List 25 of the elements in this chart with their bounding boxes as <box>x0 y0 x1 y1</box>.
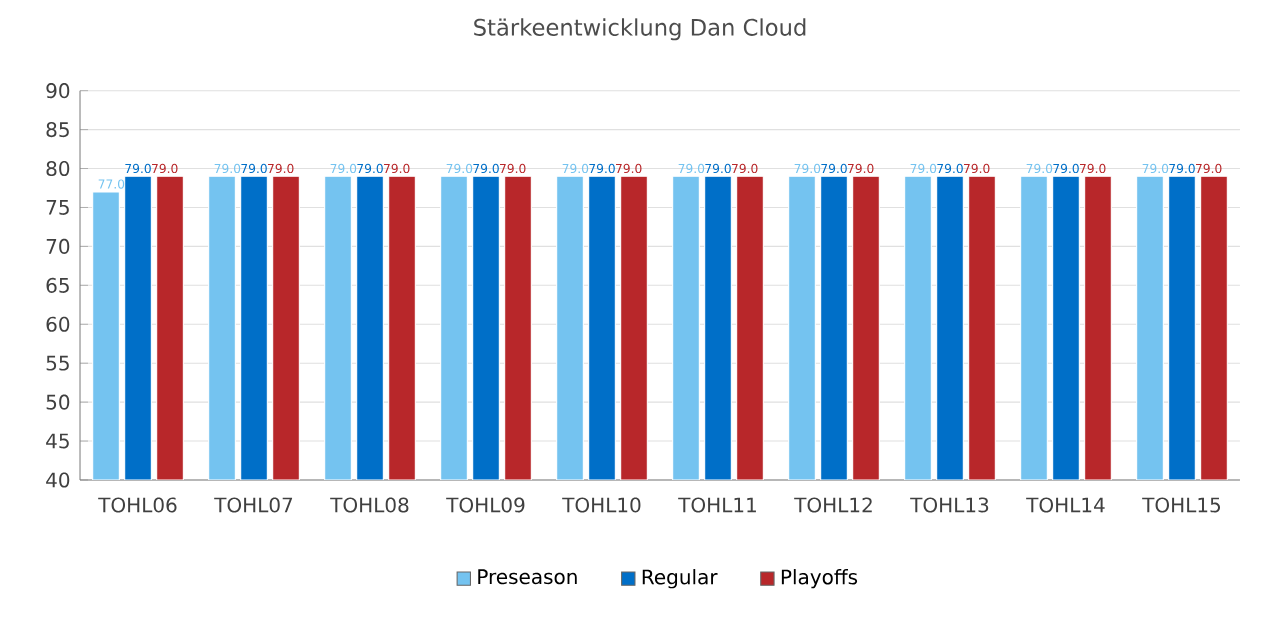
x-tick-label: TOHL11 <box>678 497 756 513</box>
y-tick-label: 85 <box>46 122 69 138</box>
legend-label: Playoffs <box>781 569 858 589</box>
y-tick-label: 60 <box>46 316 70 332</box>
y-tick-label: 80 <box>46 160 70 177</box>
legend-label: Preseason <box>478 569 577 585</box>
y-tick-label: 45 <box>46 433 69 449</box>
x-tick-label: TOHL07 <box>214 497 293 513</box>
x-tick-label: TOHL08 <box>330 497 409 513</box>
x-tick-label: TOHL06 <box>98 497 177 513</box>
y-tick-label: 50 <box>46 394 70 410</box>
y-tick-label: 70 <box>46 238 70 254</box>
x-tick-label: TOHL10 <box>562 497 641 513</box>
x-tick-label: TOHL12 <box>794 497 872 513</box>
x-tick-label: TOHL09 <box>446 497 525 513</box>
y-tick-label: 65 <box>46 277 69 293</box>
y-tick-label: 75 <box>46 200 69 215</box>
legend-label: Regular <box>642 569 718 589</box>
y-tick-label: 40 <box>46 472 70 488</box>
x-tick-label: TOHL13 <box>910 497 989 513</box>
y-tick-label: 55 <box>46 355 69 371</box>
y-tick-label: 90 <box>46 83 70 99</box>
x-tick-label: TOHL15 <box>1142 497 1221 513</box>
x-tick-label: TOHL14 <box>1026 497 1105 513</box>
chart-title: Stärkeentwicklung Dan Cloud <box>474 18 806 41</box>
